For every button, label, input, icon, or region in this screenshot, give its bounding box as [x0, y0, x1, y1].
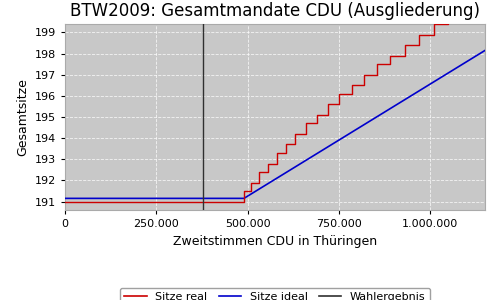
Y-axis label: Gesamtsitze: Gesamtsitze: [16, 78, 29, 156]
Legend: Sitze real, Sitze ideal, Wahlergebnis: Sitze real, Sitze ideal, Wahlergebnis: [120, 288, 430, 300]
X-axis label: Zweitstimmen CDU in Thüringen: Zweitstimmen CDU in Thüringen: [173, 235, 377, 248]
Title: BTW2009: Gesamtmandate CDU (Ausgliederung): BTW2009: Gesamtmandate CDU (Ausgliederun…: [70, 2, 480, 20]
